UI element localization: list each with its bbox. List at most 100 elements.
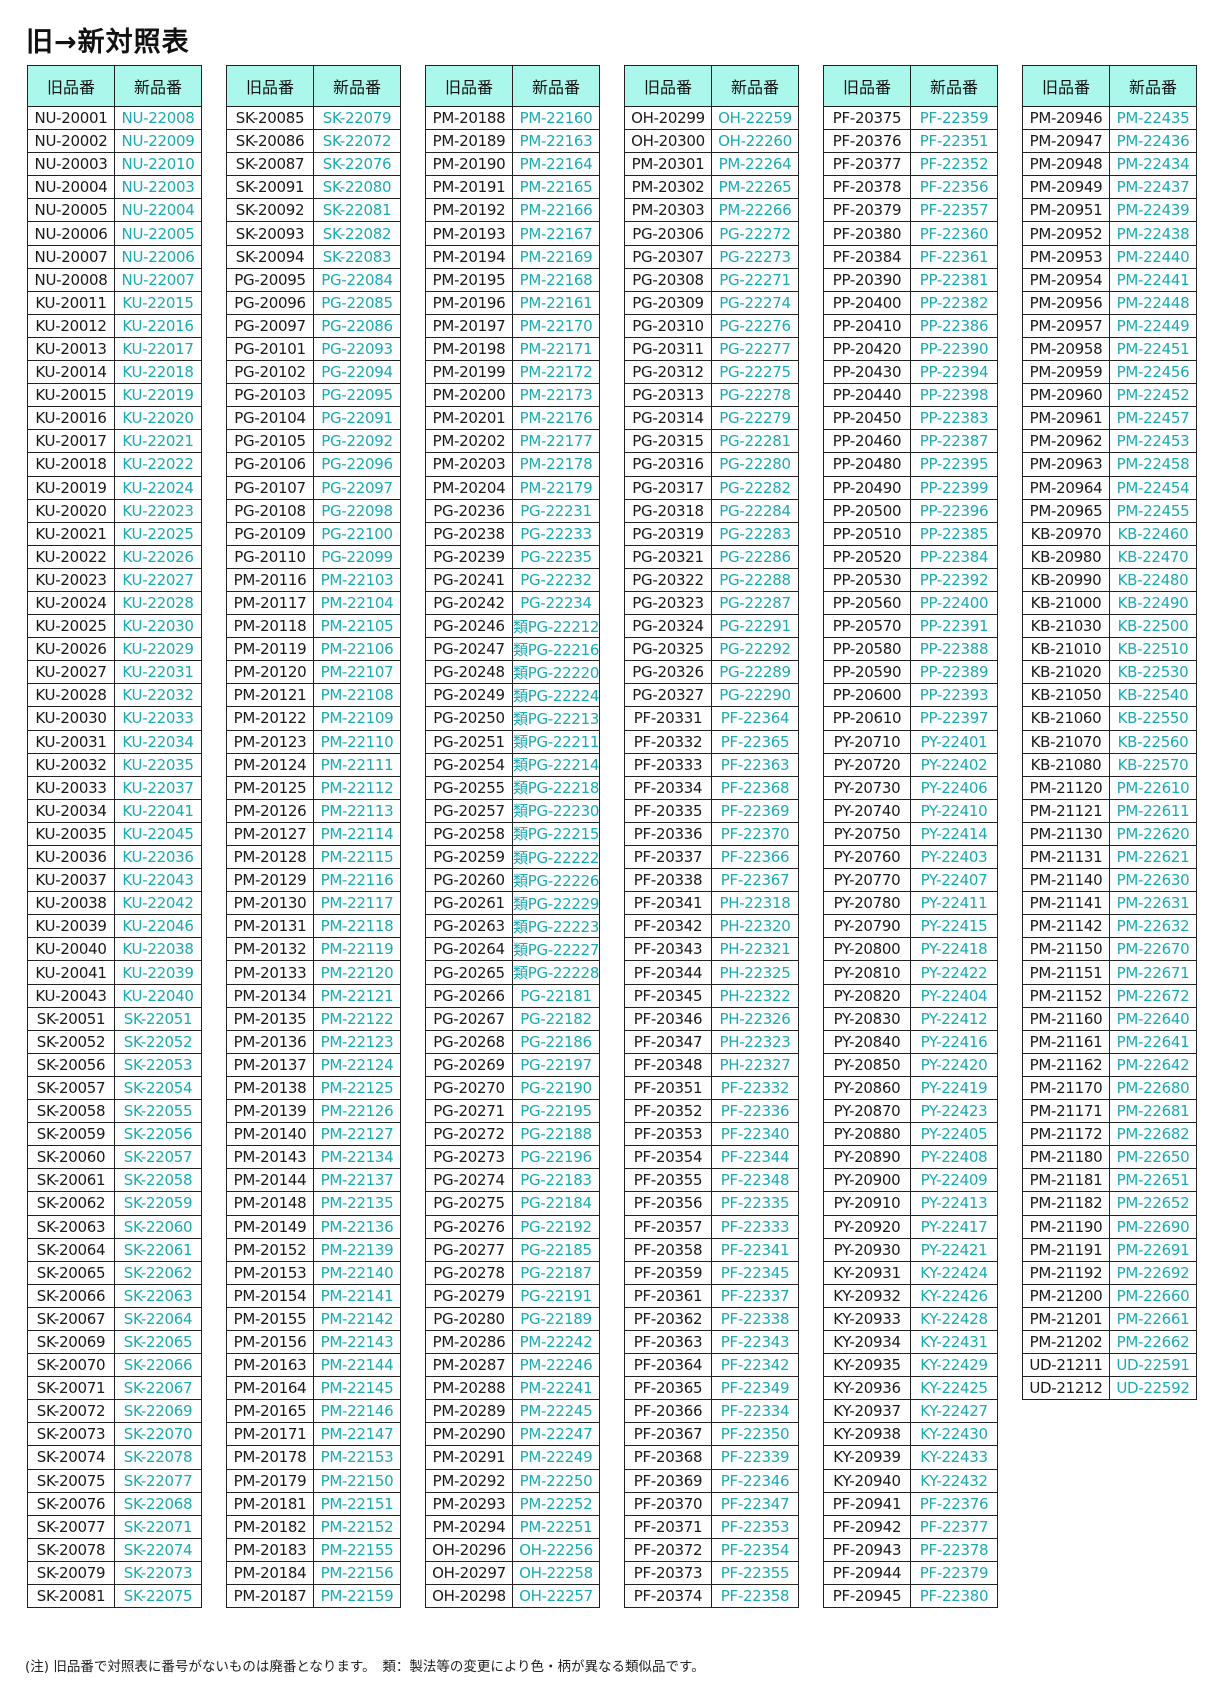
old-part-number: NU-20005 [27, 198, 115, 223]
conversion-table: 旧品番 新品番 PM-20946 PM-22435 PM-20947 PM-22436 PM… [1022, 65, 1197, 1401]
old-part-number: PP-20510 [823, 521, 911, 546]
new-part-number: PM-22454 [1109, 475, 1197, 500]
table-row: PP-20530 PP-22392 [823, 567, 998, 592]
table-row: PM-20947 PM-22436 [1022, 129, 1197, 154]
table-row: PY-20880 PY-22405 [823, 1122, 998, 1147]
old-part-number: KU-20037 [27, 868, 115, 893]
old-part-number: KU-20031 [27, 729, 115, 754]
old-part-number: PG-20325 [624, 637, 712, 662]
new-part-number: PM-22439 [1109, 198, 1197, 223]
old-part-number: PM-20201 [425, 406, 513, 431]
table-row: PM-20178 PM-22153 [226, 1445, 401, 1470]
old-part-number: KU-20014 [27, 360, 115, 385]
new-part-number: KB-22470 [1109, 544, 1197, 569]
new-part-number: PG-22190 [512, 1075, 600, 1101]
table-row: PF-20361 PF-22337 [624, 1283, 799, 1308]
new-part-number: PH-22323 [711, 1029, 799, 1054]
new-part-number: PM-22144 [313, 1353, 401, 1378]
old-part-number: PP-20600 [823, 683, 911, 708]
old-part-number: PF-20333 [624, 752, 712, 777]
new-part-number: NU-22004 [114, 198, 202, 223]
new-part-number: NU-22003 [114, 175, 202, 200]
old-part-number: PY-20830 [823, 1006, 911, 1031]
old-part-number: PM-21191 [1022, 1237, 1110, 1262]
old-part-number: PG-20280 [425, 1306, 513, 1331]
new-part-number: NU-22005 [114, 221, 202, 246]
new-part-number: PM-22123 [313, 1029, 401, 1054]
old-part-number: KB-21060 [1022, 706, 1110, 731]
new-part-number: PG-22281 [711, 429, 799, 454]
table-row: PM-20171 PM-22147 [226, 1422, 401, 1447]
old-part-number: PP-20480 [823, 452, 911, 477]
table-row: PG-20259 類PG-22222 [425, 844, 600, 870]
new-part-number: PM-22140 [313, 1260, 401, 1285]
table-row: PG-20276 PG-22192 [425, 1214, 600, 1239]
old-part-number: PF-20332 [624, 729, 712, 754]
new-part-number: PM-22621 [1109, 844, 1197, 870]
old-part-number: PM-20301 [624, 152, 712, 177]
table-row: PM-20195 PM-22168 [425, 267, 600, 292]
table-row: KY-20937 KY-22427 [823, 1399, 998, 1424]
old-part-number: PF-20942 [823, 1514, 911, 1539]
new-part-number: KY-22428 [910, 1306, 998, 1331]
table-row: KY-20933 KY-22428 [823, 1306, 998, 1331]
new-part-number: KU-22027 [114, 567, 202, 592]
old-part-number: PG-20275 [425, 1191, 513, 1216]
column-header-new: 新品番 [910, 65, 998, 107]
table-row: PM-21160 PM-22640 [1022, 1006, 1197, 1031]
table-row: PF-20373 PF-22355 [624, 1560, 799, 1586]
table-row: PG-20312 PG-22275 [624, 360, 799, 385]
old-part-number: PG-20322 [624, 567, 712, 592]
old-part-number: KU-20023 [27, 567, 115, 592]
new-part-number: PM-22691 [1109, 1237, 1197, 1262]
new-part-number: PF-22358 [711, 1583, 799, 1609]
old-part-number: KB-21080 [1022, 752, 1110, 777]
table-row: PM-21200 PM-22660 [1022, 1283, 1197, 1308]
table-row: PG-20275 PG-22184 [425, 1191, 600, 1216]
table-row: PM-20126 PM-22113 [226, 798, 401, 823]
old-part-number: PP-20450 [823, 406, 911, 431]
table-row: PM-20143 PM-22134 [226, 1145, 401, 1170]
old-part-number: PG-20102 [226, 360, 314, 385]
new-part-number: PF-22335 [711, 1191, 799, 1216]
table-row: PG-20239 PG-22235 [425, 544, 600, 569]
new-part-number: PM-22143 [313, 1329, 401, 1355]
new-part-number: PF-22360 [910, 221, 998, 246]
table-row: PM-20119 PM-22106 [226, 637, 401, 662]
table-row: PP-20610 PP-22397 [823, 706, 998, 731]
table-row: SK-20092 SK-22081 [226, 198, 401, 223]
new-part-number: KU-22015 [114, 290, 202, 315]
table-row: SK-20072 SK-22069 [27, 1399, 202, 1424]
new-part-number: PM-22135 [313, 1191, 401, 1216]
table-row: PM-20153 PM-22140 [226, 1260, 401, 1285]
old-part-number: PF-20944 [823, 1560, 911, 1586]
new-part-number: SK-22055 [114, 1099, 202, 1124]
old-part-number: PG-20103 [226, 383, 314, 408]
old-part-number: PG-20106 [226, 452, 314, 477]
new-part-number: PF-22380 [910, 1583, 998, 1609]
old-part-number: KB-20970 [1022, 521, 1110, 546]
old-part-number: PF-20374 [624, 1583, 712, 1609]
table-row: PF-20371 PF-22353 [624, 1514, 799, 1539]
new-part-number: PM-22437 [1109, 175, 1197, 200]
old-part-number: PM-21160 [1022, 1006, 1110, 1031]
new-part-number: PG-22191 [512, 1283, 600, 1308]
table-row: PG-20251 類PG-22211 [425, 729, 600, 754]
header-row: 旧品番 新品番 [823, 65, 998, 107]
new-part-number: KB-22530 [1109, 660, 1197, 685]
table-row: KU-20019 KU-22024 [27, 475, 202, 500]
old-part-number: PP-20430 [823, 360, 911, 385]
new-part-number: KU-22035 [114, 752, 202, 777]
table-row: PM-20149 PM-22136 [226, 1214, 401, 1239]
old-part-number: PF-20361 [624, 1283, 712, 1308]
table-row: PM-20954 PM-22441 [1022, 267, 1197, 292]
new-part-number: PM-22456 [1109, 360, 1197, 385]
new-part-number: PM-22134 [313, 1145, 401, 1170]
old-part-number: PG-20109 [226, 521, 314, 546]
table-row: PG-20311 PG-22277 [624, 336, 799, 362]
table-row: PM-20124 PM-22111 [226, 752, 401, 777]
new-part-number: PM-22115 [313, 844, 401, 870]
old-part-number: PM-20303 [624, 198, 712, 223]
table-row: PG-20103 PG-22095 [226, 383, 401, 408]
old-part-number: PF-20342 [624, 914, 712, 939]
